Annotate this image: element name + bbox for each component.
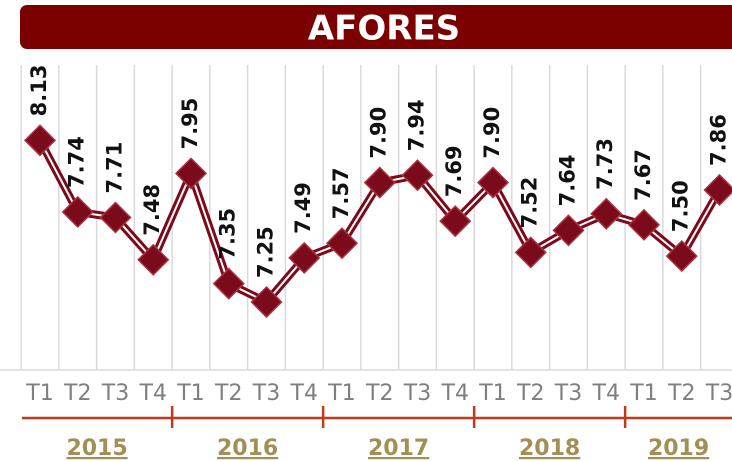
point <box>590 197 623 230</box>
chart-title: AFORES <box>308 9 460 49</box>
data-label: 7.95 <box>178 98 202 150</box>
x-tick-label: T2 <box>214 381 242 406</box>
point <box>61 195 94 229</box>
group-label: 2016 <box>217 436 278 461</box>
data-label: 7.35 <box>216 208 240 260</box>
data-label: 7.50 <box>669 180 693 232</box>
point <box>23 124 57 157</box>
data-label: 7.74 <box>65 136 89 188</box>
data-label: 7.67 <box>631 149 655 201</box>
point <box>627 208 661 241</box>
data-label: 7.94 <box>405 99 429 151</box>
point <box>325 227 359 260</box>
point <box>703 173 732 207</box>
group-label: 2017 <box>368 436 429 461</box>
point <box>401 159 434 192</box>
x-tick-label: T2 <box>516 381 544 406</box>
data-label: 7.90 <box>480 107 504 159</box>
data-label: 7.90 <box>367 107 391 159</box>
x-tick-label: T1 <box>478 381 506 406</box>
data-label: 7.48 <box>140 184 164 236</box>
x-tick-label: T4 <box>290 381 318 406</box>
group-label: 2015 <box>66 436 127 461</box>
x-tick-label: T1 <box>629 381 657 406</box>
data-label: 7.49 <box>291 182 315 234</box>
point <box>363 166 396 199</box>
x-tick-label: T4 <box>441 381 469 406</box>
point <box>439 205 472 238</box>
point <box>250 285 283 319</box>
data-label: 8.13 <box>27 65 51 117</box>
point <box>288 241 321 274</box>
point <box>137 243 170 276</box>
data-label: 7.57 <box>329 167 353 219</box>
group-label: 2019 <box>648 436 709 461</box>
data-label: 7.64 <box>556 155 580 207</box>
data-label: 7.73 <box>593 138 617 190</box>
x-tick-label: T4 <box>139 381 167 406</box>
x-tick-label: T1 <box>25 381 53 406</box>
point <box>212 267 245 300</box>
x-tick-label: T3 <box>554 381 582 406</box>
group-label: 2018 <box>519 436 580 461</box>
point <box>552 214 585 247</box>
data-label: 7.52 <box>518 177 542 229</box>
title-bar <box>20 5 732 49</box>
data-label: 7.25 <box>254 226 278 278</box>
x-tick-label: T2 <box>365 381 393 406</box>
x-tick-label: T3 <box>705 381 732 406</box>
x-tick-label: T4 <box>592 381 620 406</box>
x-tick-label: T2 <box>63 381 91 406</box>
x-tick-label: T3 <box>252 381 280 406</box>
x-tick-label: T3 <box>101 381 129 406</box>
x-tick-label: T2 <box>667 381 695 406</box>
x-tick-label: T1 <box>327 381 355 406</box>
data-label: 7.71 <box>103 142 127 194</box>
point <box>99 201 132 234</box>
point <box>665 240 698 273</box>
point <box>476 166 510 199</box>
point <box>174 157 208 190</box>
data-label: 7.69 <box>442 145 466 197</box>
x-tick-label: T1 <box>176 381 204 406</box>
point <box>514 236 547 269</box>
x-tick-label: T3 <box>403 381 431 406</box>
data-label: 7.86 <box>707 114 731 166</box>
